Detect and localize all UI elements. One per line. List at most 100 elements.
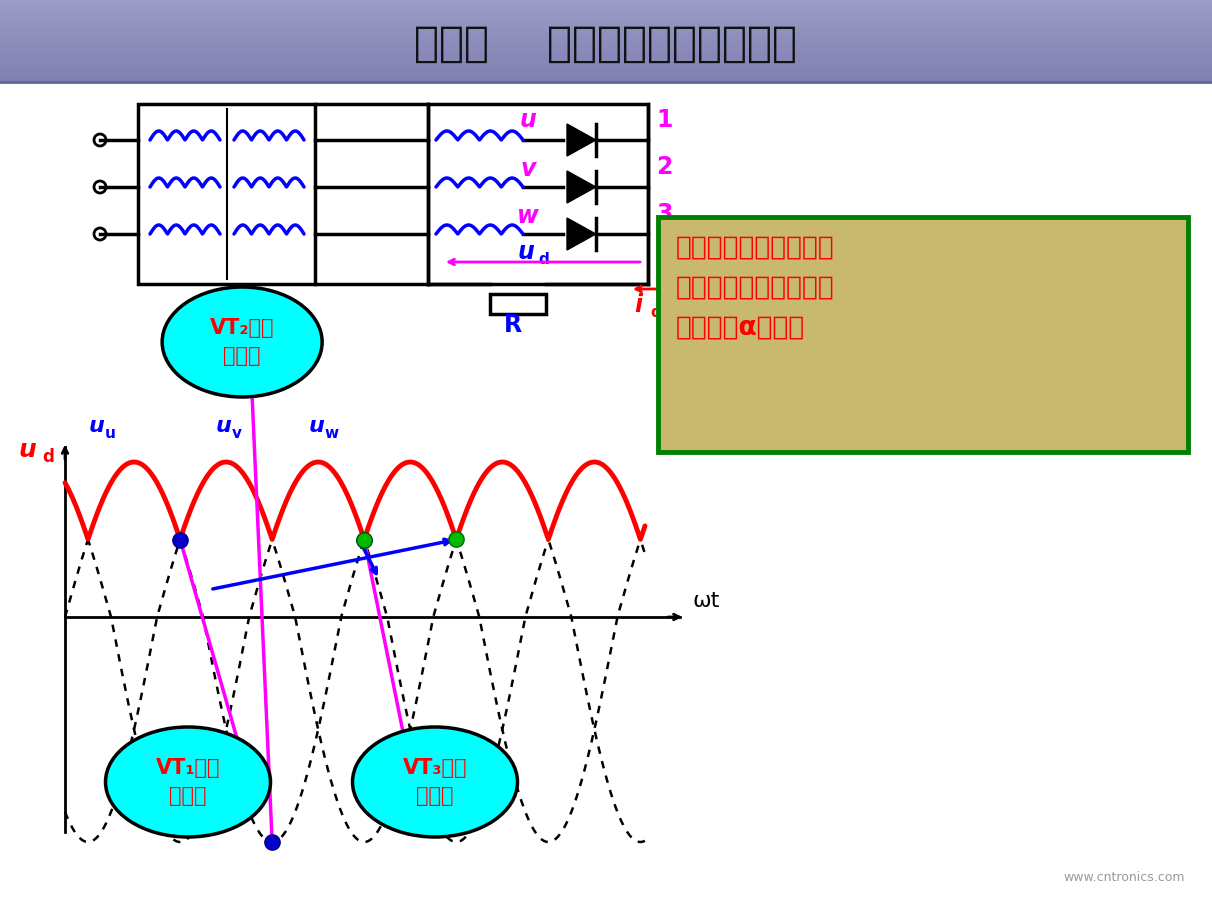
Bar	[0, 60, 1212, 61]
Bar	[0, 32, 1212, 33]
Bar	[0, 6, 1212, 7]
Bar	[0, 21, 1212, 22]
Bar	[0, 17, 1212, 18]
Bar	[0, 10, 1212, 11]
Text: 不可控整流电路的自然
换相点就是可控整流电
路控制角α的起点: 不可控整流电路的自然 换相点就是可控整流电 路控制角α的起点	[676, 235, 835, 341]
Bar	[0, 47, 1212, 48]
Text: 1: 1	[656, 108, 673, 132]
Bar	[0, 11, 1212, 12]
Bar	[0, 71, 1212, 72]
Bar	[0, 75, 1212, 76]
Bar	[0, 35, 1212, 36]
Text: u: u	[18, 438, 36, 462]
Bar	[0, 4, 1212, 5]
Bar	[0, 30, 1212, 31]
Bar	[0, 7, 1212, 8]
Bar	[0, 0, 1212, 1]
Bar	[0, 64, 1212, 65]
Text: v: v	[233, 426, 242, 441]
Bar	[0, 58, 1212, 59]
Text: u: u	[88, 416, 105, 436]
Bar	[0, 74, 1212, 75]
Bar	[0, 77, 1212, 78]
Ellipse shape	[353, 727, 518, 837]
Bar	[0, 16, 1212, 17]
Bar	[0, 76, 1212, 77]
Bar	[0, 41, 1212, 43]
Bar	[0, 69, 1212, 70]
Bar	[0, 66, 1212, 67]
Bar	[0, 5, 1212, 6]
Bar	[0, 61, 1212, 62]
Bar	[0, 69, 1212, 71]
Bar	[0, 56, 1212, 57]
Bar	[0, 44, 1212, 45]
Bar	[0, 3, 1212, 4]
Bar	[0, 9, 1212, 10]
Bar	[0, 19, 1212, 20]
Bar	[0, 38, 1212, 39]
Bar	[0, 54, 1212, 55]
Bar	[0, 26, 1212, 27]
Bar	[0, 57, 1212, 58]
Bar	[0, 32, 1212, 34]
Bar	[0, 65, 1212, 66]
Bar	[0, 34, 1212, 35]
Bar	[0, 73, 1212, 74]
FancyBboxPatch shape	[658, 217, 1188, 452]
Text: u: u	[520, 108, 537, 132]
Bar	[0, 78, 1212, 79]
Text: d: d	[650, 305, 661, 320]
Bar	[0, 52, 1212, 53]
Bar	[0, 29, 1212, 30]
Bar	[0, 48, 1212, 49]
Bar	[138, 104, 315, 284]
Text: u: u	[308, 416, 324, 436]
Text: VT₂控制: VT₂控制	[210, 318, 274, 338]
Polygon shape	[567, 171, 596, 203]
Text: i: i	[634, 293, 642, 317]
Bar	[0, 67, 1212, 68]
Text: R: R	[504, 313, 522, 337]
Bar	[0, 14, 1212, 15]
Text: VT₁控制: VT₁控制	[156, 758, 221, 778]
Text: w: w	[518, 204, 539, 228]
Bar	[0, 27, 1212, 28]
Bar	[0, 63, 1212, 64]
Text: 角起点: 角起点	[416, 786, 453, 806]
Bar	[0, 50, 1212, 51]
Bar	[0, 39, 1212, 40]
Text: VT₃控制: VT₃控制	[402, 758, 468, 778]
Ellipse shape	[162, 287, 322, 397]
Text: u: u	[518, 240, 534, 264]
Text: 第一节    三相半波可控整流电路: 第一节 三相半波可控整流电路	[415, 23, 797, 65]
Polygon shape	[567, 124, 596, 156]
Bar	[0, 81, 1212, 82]
Bar	[0, 72, 1212, 73]
Bar	[0, 28, 1212, 29]
Bar	[0, 23, 1212, 24]
Bar	[0, 2, 1212, 3]
Bar	[0, 18, 1212, 19]
Bar	[0, 43, 1212, 44]
Text: d: d	[42, 448, 53, 466]
Text: w: w	[324, 426, 338, 441]
Polygon shape	[567, 218, 596, 250]
Bar	[0, 45, 1212, 46]
Bar	[0, 36, 1212, 37]
Bar	[0, 13, 1212, 14]
Bar	[0, 78, 1212, 80]
Bar	[0, 41, 1212, 42]
Text: 2: 2	[656, 155, 673, 179]
Bar	[0, 37, 1212, 38]
Bar	[0, 55, 1212, 56]
Text: v: v	[520, 157, 536, 181]
Bar	[0, 22, 1212, 23]
Bar	[0, 15, 1212, 16]
Text: www.cntronics.com: www.cntronics.com	[1063, 871, 1185, 884]
Bar	[0, 31, 1212, 32]
Text: 3: 3	[656, 202, 673, 226]
Bar	[0, 12, 1212, 13]
Text: 角起点: 角起点	[223, 346, 261, 366]
Bar	[0, 46, 1212, 47]
